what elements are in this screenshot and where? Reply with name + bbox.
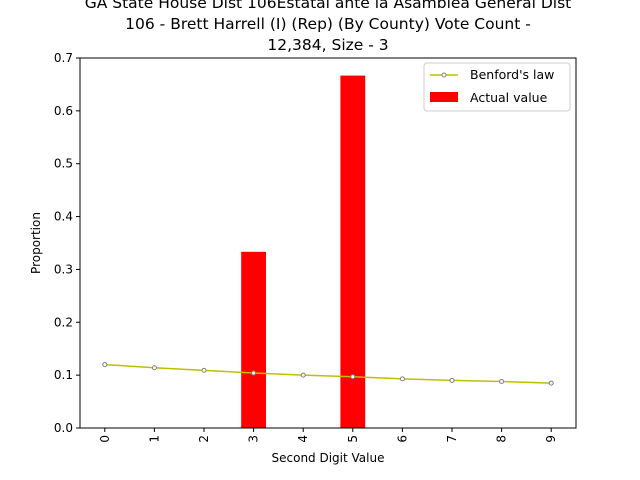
- x-axis-label: Second Digit Value: [272, 451, 385, 465]
- legend-line-marker: [441, 72, 447, 78]
- plot-frame: [79, 57, 577, 429]
- benford-point-3: [251, 370, 257, 376]
- legend-bar-swatch: [430, 92, 458, 102]
- y-tick-label: 0.3: [54, 262, 73, 276]
- benford-point-4: [300, 372, 306, 378]
- legend: Benford's law Actual value: [423, 62, 571, 112]
- bar-digit-3: [241, 251, 266, 428]
- x-tick-label: 8: [495, 435, 509, 443]
- benford-point-8: [499, 378, 505, 384]
- x-tick-label: 4: [296, 435, 310, 443]
- y-tick-label: 0.1: [54, 368, 73, 382]
- benford-point-5: [350, 374, 356, 380]
- x-tick-label: 9: [544, 435, 558, 443]
- x-tick-label: 2: [197, 435, 211, 443]
- bar-digit-5: [340, 75, 366, 428]
- x-tick-label: 5: [346, 435, 360, 443]
- legend-box: [423, 62, 571, 112]
- x-tick-label: 7: [445, 435, 459, 443]
- chart-title: GA State House Dist 106Estatal ante la A…: [85, 0, 572, 54]
- y-tick-label: 0.4: [54, 210, 73, 224]
- legend-label-actual: Actual value: [470, 90, 548, 105]
- benford-point-0: [102, 362, 108, 368]
- y-tick-label: 0.6: [54, 104, 73, 118]
- chart-title-line-2: 106 - Brett Harrell (I) (Rep) (By County…: [125, 15, 531, 33]
- benford-point-9: [548, 380, 554, 386]
- x-tick-label: 1: [147, 435, 161, 443]
- benford-point-2: [201, 367, 207, 373]
- benford-point-1: [151, 365, 157, 371]
- y-tick-label: 0.7: [54, 51, 73, 65]
- y-tick-label: 0.2: [54, 315, 73, 329]
- x-tick-label: 3: [247, 435, 261, 443]
- benford-point-7: [449, 377, 455, 383]
- x-tick-label: 6: [395, 435, 409, 443]
- chart-title-line-3: 12,384, Size - 3: [267, 36, 388, 54]
- y-tick-label: 0.0: [54, 421, 73, 435]
- benford-point-6: [399, 376, 405, 382]
- benford-line: [104, 363, 552, 384]
- legend-label-benford: Benford's law: [470, 67, 554, 82]
- chart-title-line-1: GA State House Dist 106Estatal ante la A…: [85, 0, 572, 12]
- y-axis-label: Proportion: [29, 212, 43, 274]
- x-tick-label: 0: [98, 435, 112, 443]
- y-tick-label: 0.5: [54, 157, 73, 171]
